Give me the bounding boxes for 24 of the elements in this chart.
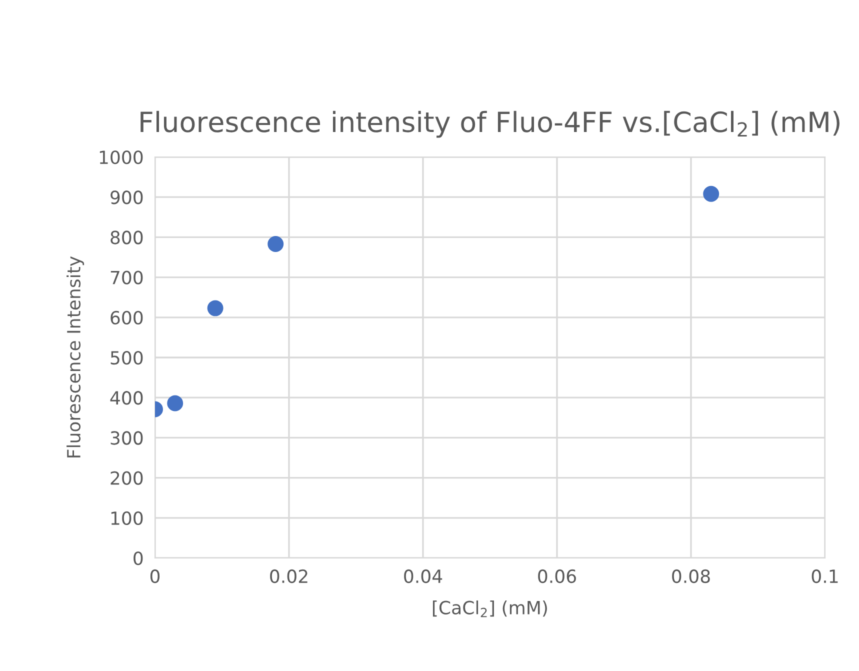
x-axis-title: [CaCl$_{2}$] (mM): [432, 600, 547, 618]
y-tick-label: 900: [110, 190, 143, 204]
x-tick-label: 0.08: [672, 569, 710, 584]
y-axis-title: Fluorescence Intensity: [66, 256, 84, 458]
y-tick-label: 300: [110, 431, 143, 445]
x-tick-label: 0.04: [404, 569, 442, 584]
y-tick-label: 100: [111, 511, 143, 526]
x-tick-label: 0.06: [538, 569, 576, 584]
x-tick-label: 0.02: [270, 569, 308, 584]
y-tick-label: 700: [110, 270, 143, 284]
point: [268, 236, 284, 252]
point: [207, 300, 224, 316]
point: [703, 186, 720, 202]
y-tick-label: 800: [110, 230, 143, 244]
y-tick-label: 200: [110, 471, 143, 485]
y-tick-label: 0: [134, 551, 143, 566]
x-tick-label: 0: [150, 569, 160, 584]
point: [167, 395, 184, 412]
y-tick-label: 600: [110, 310, 143, 325]
y-tick-label: 500: [110, 350, 143, 365]
chart-title: Fluorescence intensity of Fluo-4FF vs.[CaCl$_{2}$] (mM): [140, 110, 840, 138]
y-tick-label: 400: [110, 391, 143, 405]
x-tick-label: 0.1: [812, 569, 838, 584]
y-tick-label: 1000: [100, 150, 143, 164]
